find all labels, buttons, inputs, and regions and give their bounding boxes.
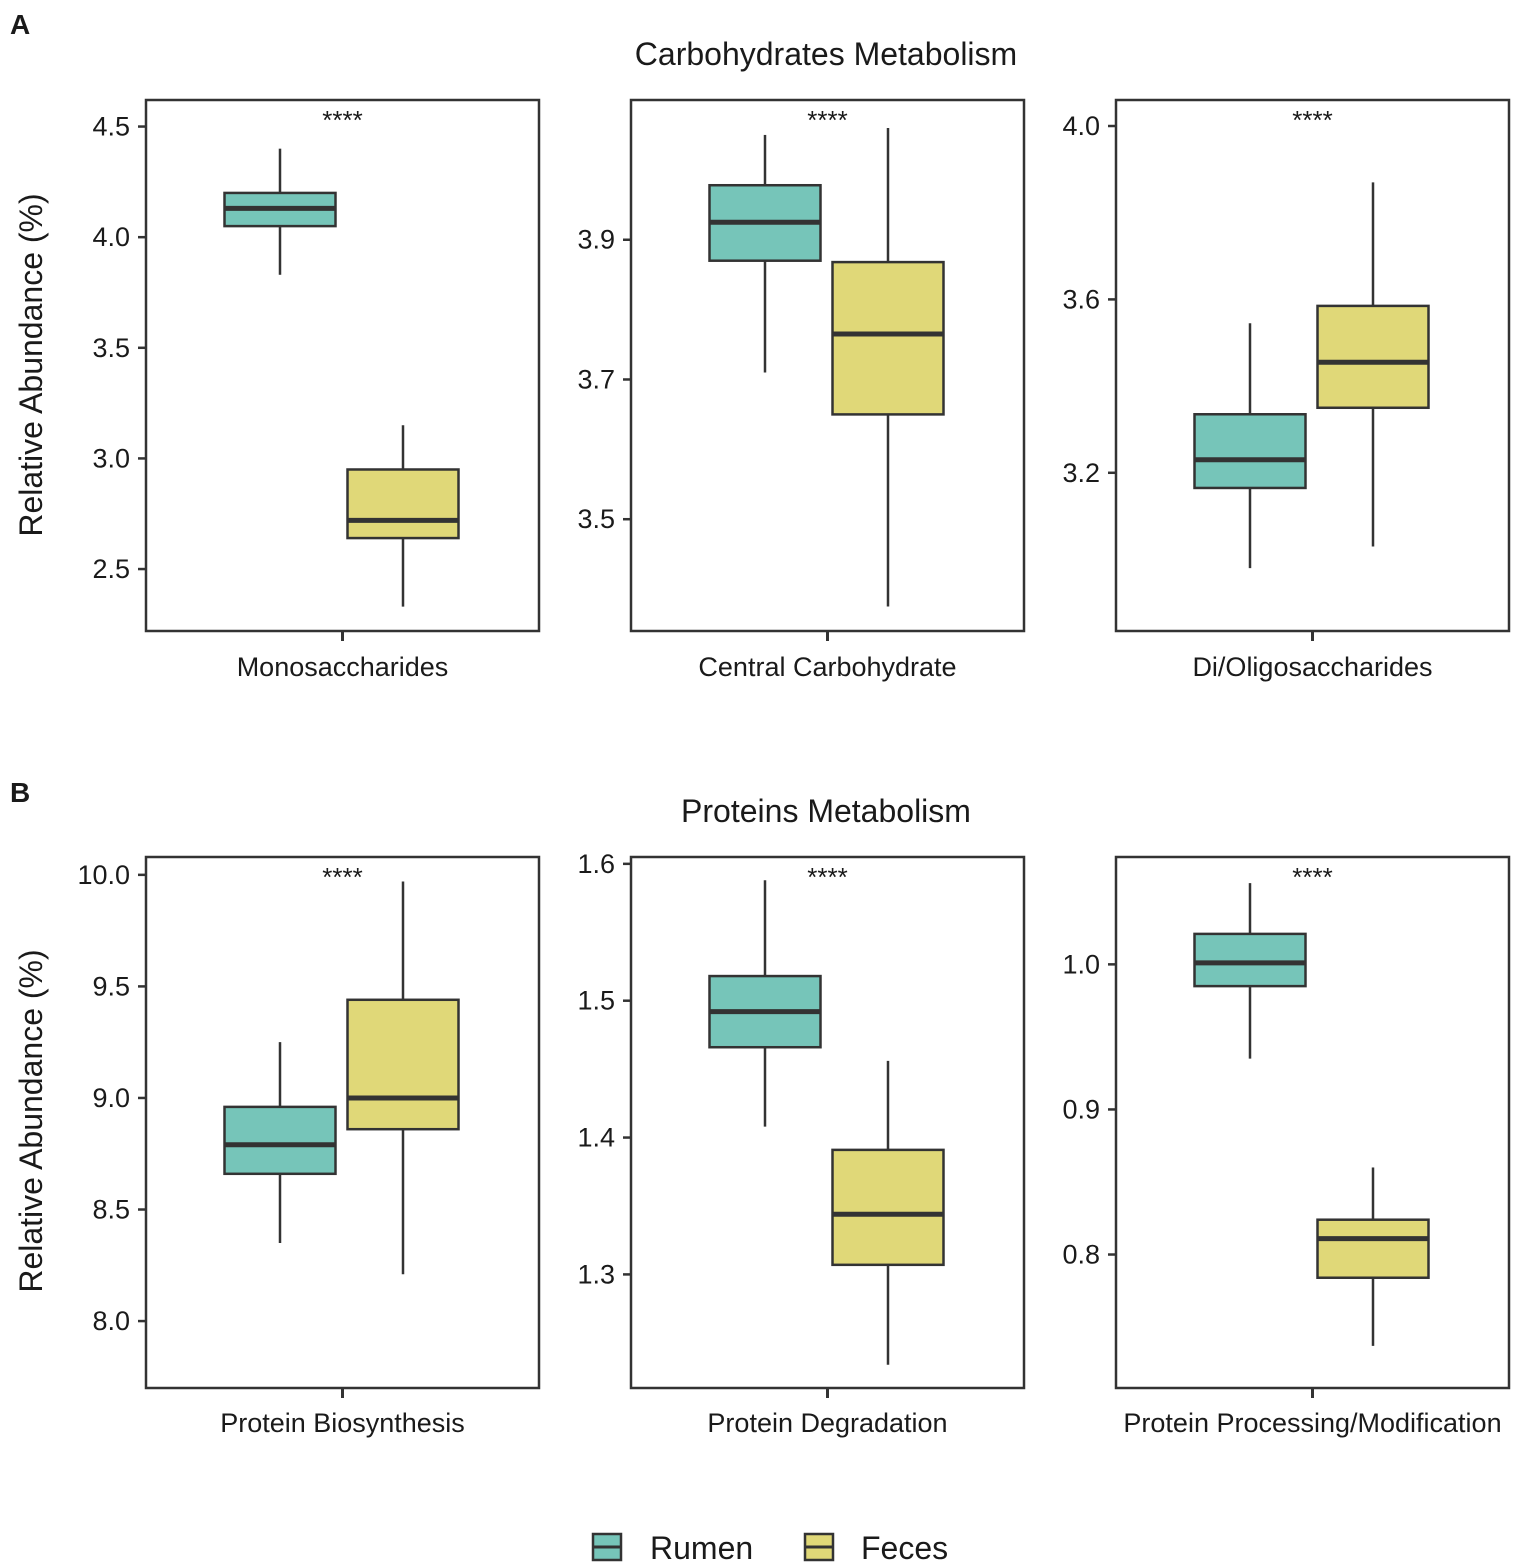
panel-a-title: Carbohydrates Metabolism <box>635 36 1017 72</box>
panel-a-chart-di-oligosaccharides-rumen-box <box>1193 323 1307 569</box>
panel-a-chart-di-oligosaccharides: 3.2 3.6 4.0 Di/Oligosaccharides **** <box>1062 98 1511 682</box>
panel-a-chart-monosaccharides-significance: **** <box>322 105 362 135</box>
panel-a-chart-monosaccharides-category-label: Monosaccharides <box>237 652 449 682</box>
panel-b-chart-protein-biosynthesis-y-tick-label: 9.5 <box>92 971 130 1001</box>
panel-a-chart-di-oligosaccharides-rumen-iqr-box <box>1193 413 1307 490</box>
panel-b-chart-protein-degradation-feces-iqr-box <box>831 1148 945 1267</box>
panel-a-chart-central-carbohydrate-y-tick-label: 3.7 <box>577 364 615 394</box>
panel-b-chart-protein-biosynthesis-y-tick-label: 8.5 <box>92 1195 130 1225</box>
panel-a-chart-di-oligosaccharides-y-tick-label: 4.0 <box>1062 111 1100 141</box>
panel-b-chart-protein-biosynthesis-rumen-box <box>223 1042 337 1243</box>
panel-b-chart-protein-biosynthesis-significance: **** <box>322 862 362 892</box>
panel-a-chart-di-oligosaccharides-feces-box <box>1316 182 1430 547</box>
panel-b-chart-protein-processing-modification-rumen-box <box>1193 883 1307 1059</box>
panel-a-chart-central-carbohydrate-border <box>629 98 1026 633</box>
legend-label-rumen: Rumen <box>650 1530 753 1566</box>
panel-a-chart-central-carbohydrate-rumen-box <box>708 134 822 373</box>
legend-item-feces: Feces <box>803 1530 948 1566</box>
panel-b: B Proteins Metabolism Relative Abundance (… <box>10 777 1511 1438</box>
panel-b-chart-protein-degradation-y-tick-label: 1.4 <box>577 1123 615 1153</box>
panel-a-chart-di-oligosaccharides-border <box>1114 98 1511 633</box>
panel-a-chart-monosaccharides-rumen-box <box>223 148 337 275</box>
panel-b-chart-protein-degradation-y-tick-label: 1.3 <box>577 1259 615 1289</box>
panel-b-chart-protein-biosynthesis-feces-iqr-box <box>346 998 460 1131</box>
panel-b-chart-protein-processing-modification-y-tick-label: 1.0 <box>1062 949 1100 979</box>
panel-b-chart-protein-processing-modification-significance: **** <box>1292 862 1332 892</box>
legend-item-rumen: Rumen <box>591 1530 753 1566</box>
panel-b-chart-protein-processing-modification-rumen-iqr-box <box>1193 932 1307 988</box>
legend: Rumen Feces <box>591 1530 948 1566</box>
panel-b-chart-protein-degradation-y-tick-label: 1.5 <box>577 986 615 1016</box>
panel-a-chart-central-carbohydrate-y-tick-label: 3.5 <box>577 504 615 534</box>
panel-a-chart-di-oligosaccharides-significance: **** <box>1292 105 1332 135</box>
panel-b-chart-protein-biosynthesis-y-tick-label: 9.0 <box>92 1083 130 1113</box>
panel-b-chart-protein-degradation: 1.3 1.4 1.5 1.6 Protein Degradation **** <box>577 849 1026 1438</box>
panel-b-chart-protein-degradation-rumen-box <box>708 880 822 1127</box>
panel-a-chart-di-oligosaccharides-y-tick-label: 3.6 <box>1062 284 1100 314</box>
panel-b-chart-protein-degradation-feces-box <box>831 1060 945 1365</box>
panel-a-chart-central-carbohydrate: 3.5 3.7 3.9 Central Carbohydrate **** <box>577 98 1026 682</box>
panel-a-chart-monosaccharides-y-tick-label: 3.5 <box>92 333 130 363</box>
panel-a-chart-monosaccharides-y-tick-label: 4.5 <box>92 112 130 142</box>
panel-a: A Carbohydrates Metabolism Relative Abunda… <box>10 9 1511 682</box>
panel-b-chart-protein-degradation-significance: **** <box>807 862 847 892</box>
panel-b-title: Proteins Metabolism <box>681 793 971 829</box>
panel-b-chart-protein-processing-modification: 0.8 0.9 1.0 Protein Processing/Modification… <box>1062 855 1511 1438</box>
panel-a-letter: A <box>10 9 30 40</box>
panel-a-chart-monosaccharides-y-tick-label: 2.5 <box>92 554 130 584</box>
legend-label-feces: Feces <box>861 1530 948 1566</box>
panel-a-chart-central-carbohydrate-y-tick-label: 3.9 <box>577 225 615 255</box>
panel-a-chart-monosaccharides-y-tick-label: 4.0 <box>92 222 130 252</box>
panel-a-chart-monosaccharides-feces-iqr-box <box>346 468 460 540</box>
panel-b-chart-protein-processing-modification-y-tick-label: 0.9 <box>1062 1094 1100 1124</box>
panel-a-chart-di-oligosaccharides-feces-iqr-box <box>1316 304 1430 410</box>
panel-a-chart-monosaccharides-border <box>144 98 541 633</box>
panel-a-chart-central-carbohydrate-significance: **** <box>807 105 847 135</box>
panel-b-chart-protein-degradation-y-tick-label: 1.6 <box>577 849 615 879</box>
panel-a-chart-monosaccharides-y-tick-label: 3.0 <box>92 443 130 473</box>
panel-a-chart-central-carbohydrate-feces-iqr-box <box>831 260 945 416</box>
panel-b-chart-protein-biosynthesis-y-tick-label: 10.0 <box>77 860 130 890</box>
panel-a-chart-monosaccharides-feces-box <box>346 425 460 607</box>
figure-rows: A Carbohydrates Metabolism Relative Abunda… <box>10 9 1511 1438</box>
panel-b-y-axis-title: Relative Abundance (%) <box>13 949 49 1292</box>
panel-b-chart-protein-degradation-category-label: Protein Degradation <box>707 1408 947 1438</box>
panel-b-chart-protein-biosynthesis-category-label: Protein Biosynthesis <box>220 1408 465 1438</box>
panel-b-chart-protein-biosynthesis-rumen-iqr-box <box>223 1105 337 1176</box>
panel-b-chart-protein-biosynthesis: 8.0 8.5 9.0 9.5 10.0 Protein Biosynthesis **** <box>77 855 541 1438</box>
panel-b-chart-protein-biosynthesis-border <box>144 855 541 1390</box>
panel-a-chart-di-oligosaccharides-category-label: Di/Oligosaccharides <box>1192 652 1432 682</box>
panel-b-chart-protein-biosynthesis-y-tick-label: 8.0 <box>92 1306 130 1336</box>
panel-a-chart-di-oligosaccharides-y-tick-label: 3.2 <box>1062 458 1100 488</box>
panel-a-chart-monosaccharides: 2.5 3.0 3.5 4.0 4.5 Monosaccharides **** <box>92 98 541 682</box>
panel-b-chart-protein-biosynthesis-feces-box <box>346 881 460 1275</box>
panel-b-chart-protein-processing-modification-border <box>1114 855 1511 1390</box>
panel-b-chart-protein-degradation-border <box>629 855 1026 1390</box>
panel-a-chart-central-carbohydrate-feces-box <box>831 127 945 607</box>
panel-b-chart-protein-processing-modification-y-tick-label: 0.8 <box>1062 1240 1100 1270</box>
panel-b-chart-protein-processing-modification-category-label: Protein Processing/Modification <box>1123 1408 1501 1438</box>
panel-b-chart-protein-processing-modification-feces-iqr-box <box>1316 1218 1430 1279</box>
panel-b-chart-protein-processing-modification-feces-box <box>1316 1167 1430 1346</box>
panel-a-y-axis-title: Relative Abundance (%) <box>13 193 49 536</box>
panel-a-chart-central-carbohydrate-category-label: Central Carbohydrate <box>698 652 956 682</box>
panel-b-letter: B <box>10 777 30 808</box>
